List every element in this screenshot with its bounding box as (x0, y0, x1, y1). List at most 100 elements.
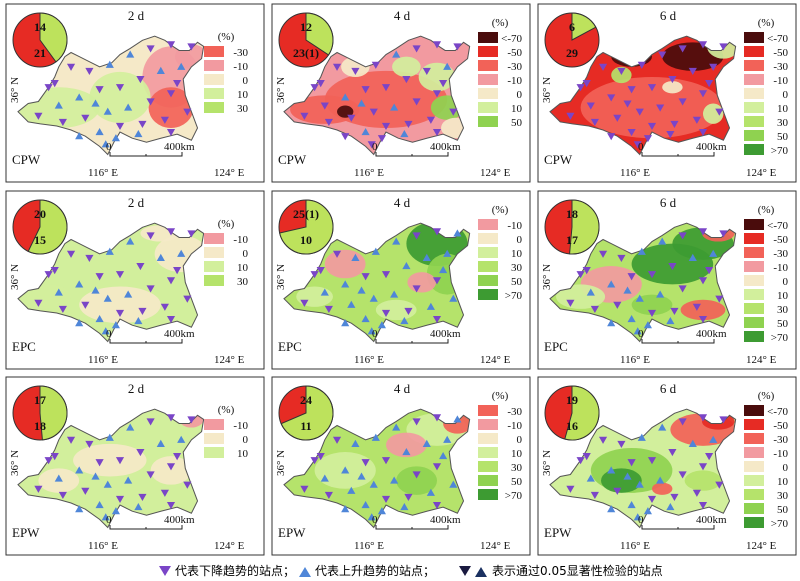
up-trend-station (390, 290, 399, 298)
down-trend-station (670, 493, 679, 501)
pie-up-count: 18 (566, 207, 578, 221)
down-trend-station (439, 80, 448, 88)
province-boundary (549, 222, 737, 343)
lat-label: 36° N (275, 264, 287, 290)
down-trend-station (351, 67, 360, 75)
down-trend-station (453, 43, 462, 51)
down-trend-station (647, 122, 657, 131)
lon-left-label: 116° E (88, 540, 118, 552)
pie-down-count: 15 (34, 233, 46, 247)
down-trend-station (678, 98, 687, 106)
up-trend-station (422, 253, 431, 261)
scale-end: 400km (696, 141, 727, 153)
down-trend-station (160, 116, 169, 124)
up-trend-station (156, 253, 165, 261)
legend-label: 0 (517, 434, 523, 446)
legend-label: -10 (773, 448, 788, 460)
up-trend-station (111, 507, 120, 515)
up-trend-station (347, 486, 356, 494)
down-trend-station (590, 491, 599, 499)
down-trend-station (412, 232, 421, 240)
pie-down-count: 29 (566, 46, 578, 60)
up-trend-station (400, 130, 409, 138)
down-trend-station (670, 120, 679, 128)
up-trend-station (390, 476, 399, 484)
up-trend-station (103, 480, 112, 488)
down-trend-station (66, 63, 76, 71)
up-trend-station (126, 423, 135, 431)
down-trend-station (613, 114, 622, 122)
down-trend-station (183, 108, 192, 116)
up-trend-station (177, 435, 186, 443)
panel-CPW-4d: 12 23(1) 4 d 36° N (%) <-70 -50 -30 -10 0 10 50 0 400… (271, 3, 531, 183)
down-trend-station (166, 463, 176, 471)
down-trend-station (422, 67, 431, 75)
scale-end: 400km (164, 141, 195, 153)
legend-label: -10 (233, 61, 248, 73)
up-trend-station (341, 466, 350, 474)
legend-swatch (744, 219, 764, 230)
pie-up-count: 14 (34, 20, 46, 34)
down-trend-station (146, 232, 155, 240)
legend-swatch (204, 275, 224, 286)
up-trend-station (371, 433, 380, 441)
down-trend-station (598, 436, 608, 444)
up-trend-station (126, 237, 135, 245)
down-trend-station (44, 84, 53, 92)
legend-swatch (204, 433, 224, 444)
down-trend-station (705, 453, 714, 461)
down-trend-station (316, 453, 325, 461)
legend-label: 0 (243, 75, 249, 87)
legend-swatch (478, 433, 498, 444)
panel-title: 2 d (128, 381, 145, 396)
legend-swatch (744, 447, 764, 458)
lon-left-label: 116° E (620, 540, 650, 552)
up-trend-station (101, 140, 110, 148)
down-trend-station (613, 301, 622, 309)
contour-region (601, 468, 642, 493)
contour-region (79, 286, 161, 324)
up-trend-station (426, 302, 435, 310)
down-trend-station (412, 98, 421, 106)
up-trend-station (443, 435, 452, 443)
up-trend-station (666, 503, 675, 511)
contour-region (386, 432, 427, 458)
down-trend-station (332, 63, 342, 71)
up-trend-station (439, 452, 448, 460)
up-trend-station (126, 50, 135, 58)
up-trend-station (341, 93, 350, 101)
up-trend-station (95, 315, 104, 323)
up-trend-station (54, 474, 63, 482)
up-trend-station (402, 447, 411, 456)
down-trend-station (44, 457, 53, 465)
down-trend-station (381, 309, 391, 318)
down-trend-station (44, 271, 53, 279)
up-trend-station (656, 476, 665, 484)
down-trend-station (58, 491, 67, 499)
down-trend-station (115, 122, 125, 131)
down-trend-station (607, 94, 616, 102)
legend-label: -10 (773, 75, 788, 87)
row-label: CPW (544, 152, 573, 167)
down-trend-station (668, 448, 677, 457)
up-trend-station (320, 474, 329, 482)
legend-label: 30 (777, 304, 789, 316)
down-trend-station (332, 436, 342, 444)
scale-bar (641, 152, 715, 157)
legend-swatch (204, 261, 224, 272)
down-trend-station (115, 495, 125, 504)
down-trend-station (136, 448, 145, 457)
down-trend-station (361, 86, 370, 94)
down-trend-station (627, 86, 636, 94)
legend-swatch (744, 233, 764, 244)
down-trend-station (404, 120, 413, 128)
color-legend: (%) <-70 -50 -30 -10 0 10 30 50 >70 (744, 390, 789, 530)
legend-swatch (744, 317, 764, 328)
down-trend-station (582, 80, 591, 88)
down-trend-station (115, 271, 125, 279)
down-trend-station (412, 285, 421, 293)
down-trend-station (404, 307, 413, 315)
down-trend-station (698, 90, 708, 98)
up-trend-station (54, 288, 63, 296)
